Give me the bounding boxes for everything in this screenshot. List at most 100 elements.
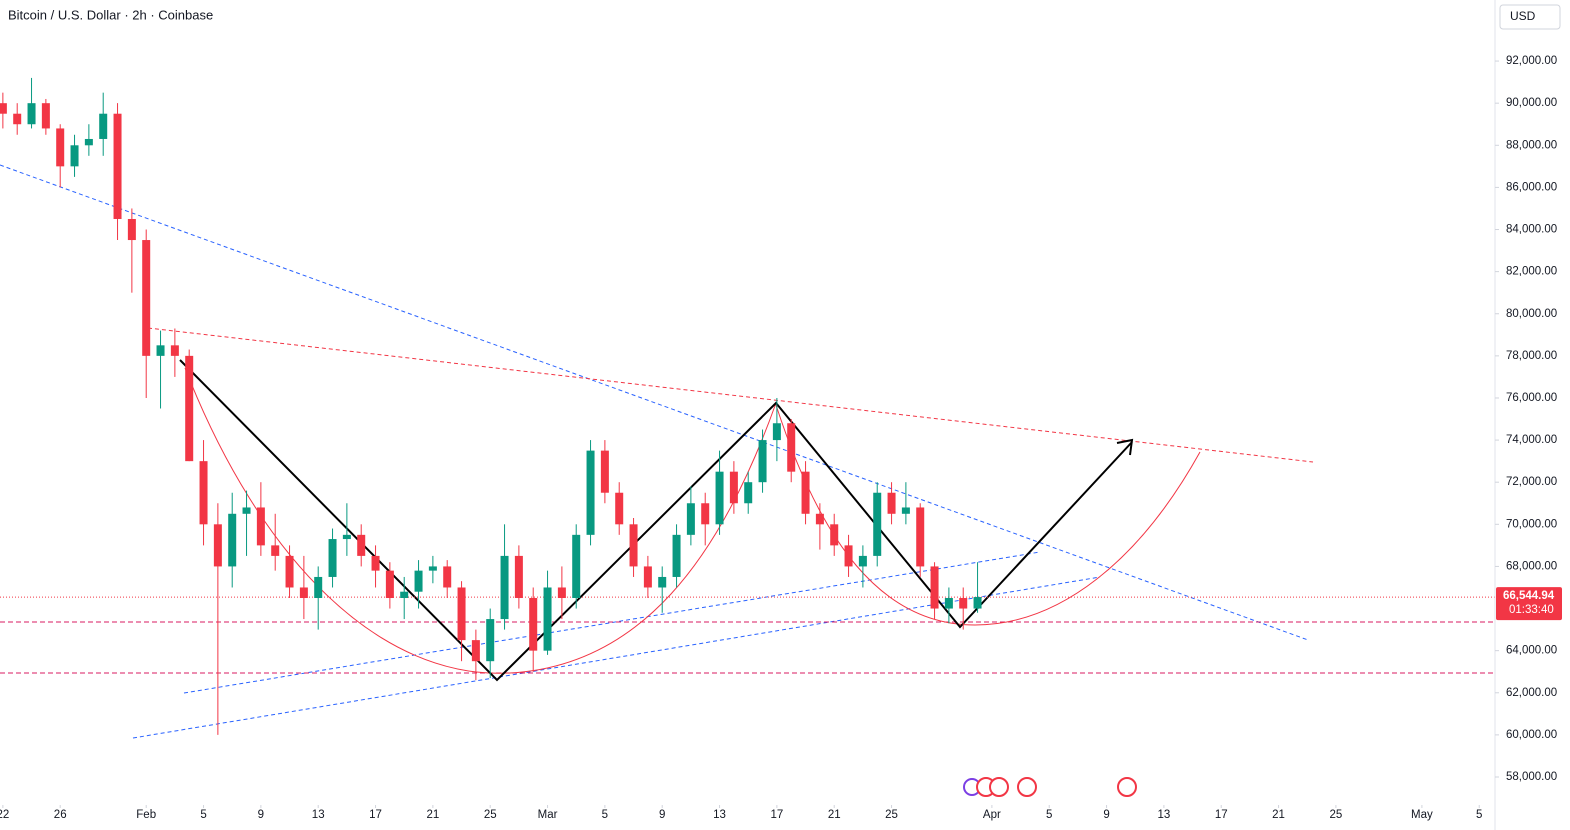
candle-body xyxy=(242,507,251,514)
y-tick-label: 58,000.00 xyxy=(1506,771,1557,783)
x-tick-label: 22 xyxy=(0,809,9,821)
x-tick-label: 5 xyxy=(1046,809,1052,821)
x-tick-label: Mar xyxy=(538,809,558,821)
y-tick-label: 92,000.00 xyxy=(1506,55,1557,67)
candle-body xyxy=(156,345,165,356)
candle-body xyxy=(858,555,867,567)
candle-body xyxy=(887,492,896,514)
candle-body xyxy=(787,423,796,472)
candle-body xyxy=(973,597,982,609)
candle-body xyxy=(744,482,753,504)
events xyxy=(963,777,1137,797)
candle-body xyxy=(873,492,882,556)
candle-body xyxy=(170,345,179,356)
candle-body xyxy=(600,450,609,493)
arc xyxy=(184,367,777,674)
candle-body xyxy=(500,555,509,620)
event-icon xyxy=(1017,777,1037,797)
trend-line xyxy=(183,551,1041,694)
x-tick-label: 21 xyxy=(426,809,439,821)
candle-body xyxy=(428,566,437,571)
drawings xyxy=(0,164,1495,739)
candle-body xyxy=(572,534,581,599)
candle-body xyxy=(615,492,624,525)
candle-body xyxy=(256,507,265,546)
currency-box xyxy=(1499,4,1561,30)
x-tick-label: 25 xyxy=(885,809,898,821)
candle-body xyxy=(99,113,108,139)
candle-body xyxy=(629,524,638,567)
x-tick-label: 26 xyxy=(54,809,67,821)
candle-body xyxy=(228,513,237,567)
x-tick-label: Feb xyxy=(136,809,156,821)
arc xyxy=(775,404,1201,626)
candle-body xyxy=(41,103,50,129)
candles xyxy=(0,77,982,735)
candle-body xyxy=(314,576,323,599)
candle-body xyxy=(959,598,968,609)
x-tick-label: 13 xyxy=(1157,809,1170,821)
candle-body xyxy=(385,570,394,599)
y-tick-label: 62,000.00 xyxy=(1506,687,1557,699)
candle-body xyxy=(643,566,652,588)
x-tick-label: 13 xyxy=(312,809,325,821)
candle-body xyxy=(672,534,681,577)
candle-body xyxy=(801,471,810,514)
candle-body xyxy=(27,103,36,125)
candle-body xyxy=(342,534,351,540)
price-axis xyxy=(1495,0,1570,830)
candle-body xyxy=(715,471,724,525)
y-tick-label: 88,000.00 xyxy=(1506,139,1557,151)
candle-body xyxy=(271,545,280,556)
candle-body xyxy=(930,566,939,609)
currency: USD xyxy=(1510,9,1536,23)
y-tick-label: 60,000.00 xyxy=(1506,729,1557,741)
candle-body xyxy=(901,507,910,514)
y-tick-label: 76,000.00 xyxy=(1506,392,1557,404)
y-tick-label: 86,000.00 xyxy=(1506,181,1557,193)
candle-body xyxy=(127,218,136,241)
y-tick-label: 82,000.00 xyxy=(1506,266,1557,278)
candle-body xyxy=(400,591,409,599)
candle-body xyxy=(944,598,953,609)
y-tick-label: 80,000.00 xyxy=(1506,308,1557,320)
x-tick-label: 17 xyxy=(1215,809,1228,821)
x-tick-label: 9 xyxy=(1103,809,1109,821)
candle-body xyxy=(686,503,695,535)
x-tick-label: 21 xyxy=(1272,809,1285,821)
candle-body xyxy=(758,440,767,483)
zigzag xyxy=(179,359,1133,682)
arrow-head xyxy=(1116,438,1134,456)
last-price: 66,544.94 xyxy=(1503,590,1555,602)
trend-line xyxy=(0,164,1309,641)
candle-body xyxy=(486,619,495,662)
candle-body xyxy=(13,113,22,125)
candle-body xyxy=(471,640,480,662)
candle-body xyxy=(414,570,423,592)
candle-body xyxy=(729,471,738,504)
event-icon xyxy=(1117,777,1137,797)
x-tick-label: 5 xyxy=(602,809,608,821)
candle-body xyxy=(701,503,710,525)
countdown: 01:33:40 xyxy=(1509,604,1554,616)
candle-body xyxy=(70,145,79,167)
y-tick-label: 70,000.00 xyxy=(1506,518,1557,530)
trend-line xyxy=(147,327,1314,463)
x-tick-label: 25 xyxy=(484,809,497,821)
x-tick-label: 5 xyxy=(200,809,206,821)
candle-body xyxy=(285,555,294,588)
y-tick-label: 84,000.00 xyxy=(1506,224,1557,236)
candle-body xyxy=(213,524,222,567)
candle-body xyxy=(443,566,452,588)
candle-body xyxy=(830,524,839,546)
candle-body xyxy=(514,555,523,599)
x-tick-label: 9 xyxy=(659,809,665,821)
candle-body xyxy=(185,355,194,462)
candle-body xyxy=(142,240,151,356)
candle-body xyxy=(815,513,824,525)
candle-body xyxy=(916,507,925,567)
x-tick-label: 5 xyxy=(1476,809,1482,821)
trend-line xyxy=(132,576,1101,739)
candle-body xyxy=(557,587,566,599)
